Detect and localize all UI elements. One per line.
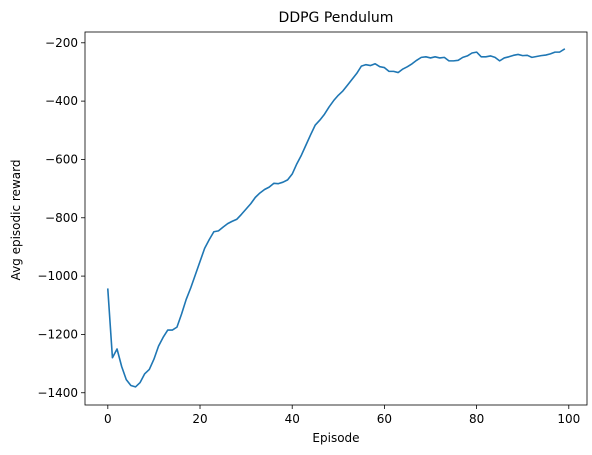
y-axis-label: Avg episodic reward <box>9 160 23 281</box>
x-tick-label-20: 20 <box>192 412 207 426</box>
plot-area: 0 20 40 60 80 100 −1400 −1200 −1000 −800 −600 −400 −… <box>37 31 588 426</box>
y-tick-label--200: −200 <box>45 36 78 50</box>
x-tick-label-80: 80 <box>469 412 484 426</box>
x-axis-label: Episode <box>312 431 359 445</box>
y-tick-label--1200: −1200 <box>37 327 78 341</box>
y-tick-label--400: −400 <box>45 94 78 108</box>
x-tick-label-0: 0 <box>104 412 112 426</box>
chart-title: DDPG Pendulum <box>279 10 394 26</box>
y-tick-label--800: −800 <box>45 211 78 225</box>
y-tick-label--1000: −1000 <box>37 269 78 283</box>
x-tick-label-100: 100 <box>557 412 580 426</box>
x-tick-label-40: 40 <box>285 412 300 426</box>
series-line-0 <box>106 48 566 388</box>
y-tick-label--1400: −1400 <box>37 386 78 400</box>
x-tick-label-60: 60 <box>377 412 392 426</box>
y-tick-label--600: −600 <box>45 152 78 166</box>
plot-frame <box>84 31 588 406</box>
